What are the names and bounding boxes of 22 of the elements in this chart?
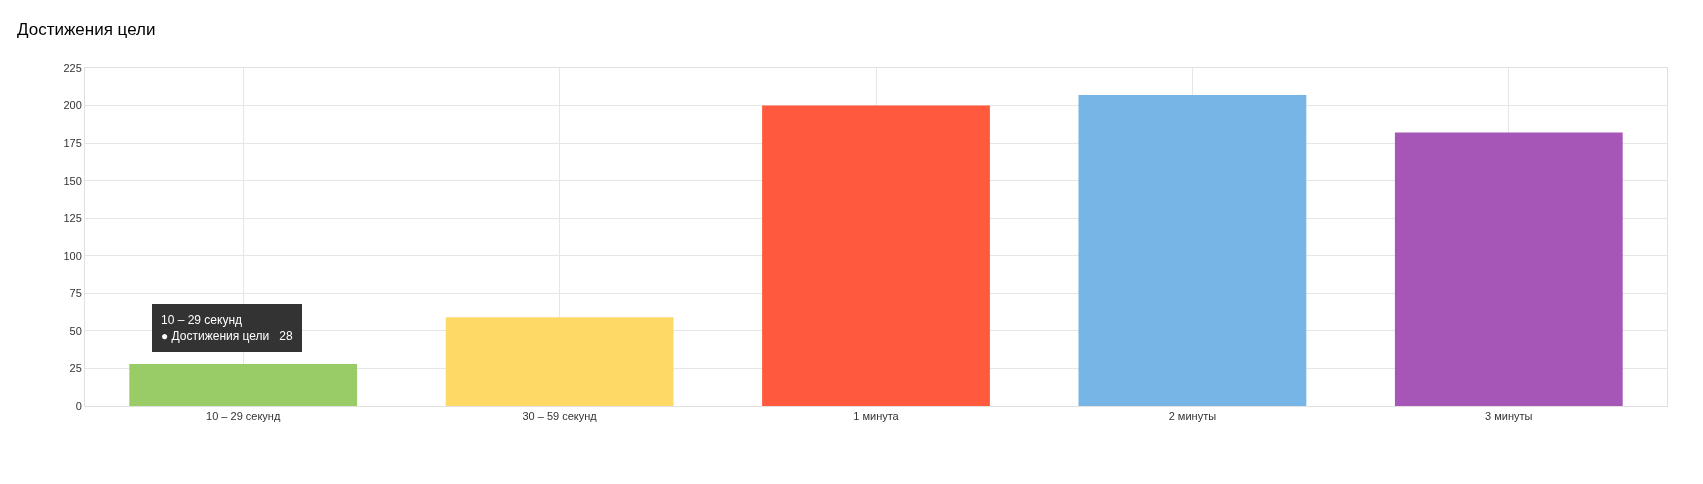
y-tick-label: 0 [75, 399, 82, 412]
chart-title: Достижения цели [17, 19, 156, 39]
bar [1394, 132, 1623, 406]
y-tick-label: 200 [63, 99, 82, 112]
x-tick-label: 30 – 59 секунд [522, 410, 598, 423]
y-tick-label: 125 [63, 212, 82, 225]
y-tick-label: 150 [63, 174, 82, 187]
bar [129, 363, 358, 406]
x-tick-label: 2 минуты [1168, 410, 1217, 423]
y-tick-label: 50 [69, 324, 82, 337]
y-tick-label: 25 [69, 362, 82, 375]
y-tick-label: 75 [69, 287, 82, 300]
x-tick-label: 1 минута [853, 410, 900, 423]
y-tick-label: 225 [63, 61, 82, 74]
annotation: 10 – 29 секунд ● Достижения цели 28 [161, 313, 293, 343]
x-tick-label: 10 – 29 секунд [206, 410, 281, 423]
y-tick-label: 175 [63, 136, 82, 149]
bar [762, 105, 990, 406]
bar [445, 317, 674, 406]
bar [1078, 95, 1307, 406]
y-tick-label: 100 [63, 249, 82, 262]
x-tick-label: 3 минуты [1485, 410, 1533, 423]
